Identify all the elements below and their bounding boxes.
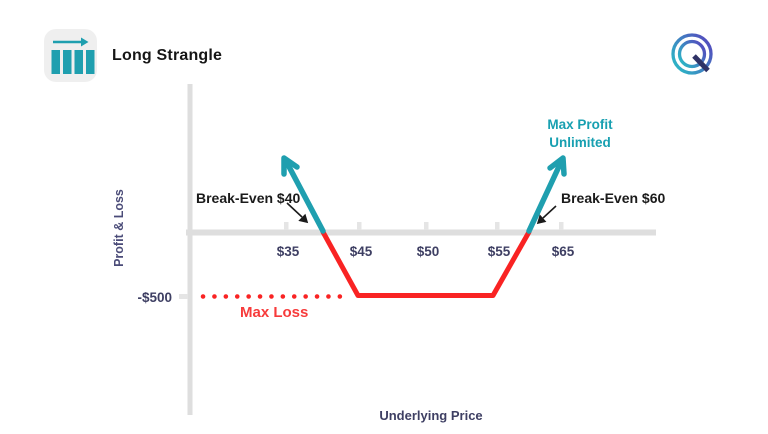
break-even-left-pointer (286, 202, 303, 218)
break-even-40-label: Break-Even $40 (196, 190, 301, 206)
max-loss-label: Max Loss (240, 304, 309, 321)
x-tick-label-45: $45 (349, 244, 373, 259)
y-axis-tick (179, 294, 188, 299)
x-tick-label-35: $35 (276, 244, 300, 259)
max-profit-label: Max Profit Unlimited (547, 117, 613, 150)
x-tick-label-65: $65 (551, 244, 575, 259)
q-logo (671, 33, 713, 75)
break-even-right-pointer (542, 205, 557, 219)
left-profit-arrowhead (281, 155, 300, 177)
x-tick-label-50: $50 (416, 244, 440, 259)
left-profit-arrow (282, 157, 326, 234)
x-tick-label-55: $55 (487, 244, 511, 259)
x-axis-title: Underlying Price (379, 408, 483, 423)
right-profit-arrowhead (547, 155, 567, 177)
y-tick-label-minus-500: -$500 (137, 290, 172, 305)
x-axis-ticks (284, 222, 564, 230)
page-title: Long Strangle (112, 47, 223, 64)
strategy-icon (44, 29, 97, 82)
right-profit-arrow (526, 157, 565, 234)
break-even-60-label: Break-Even $60 (561, 190, 666, 206)
y-axis-title: Profit & Loss (112, 189, 126, 267)
payoff-line (320, 229, 532, 298)
bar-chart-arrow-icon (51, 37, 95, 74)
